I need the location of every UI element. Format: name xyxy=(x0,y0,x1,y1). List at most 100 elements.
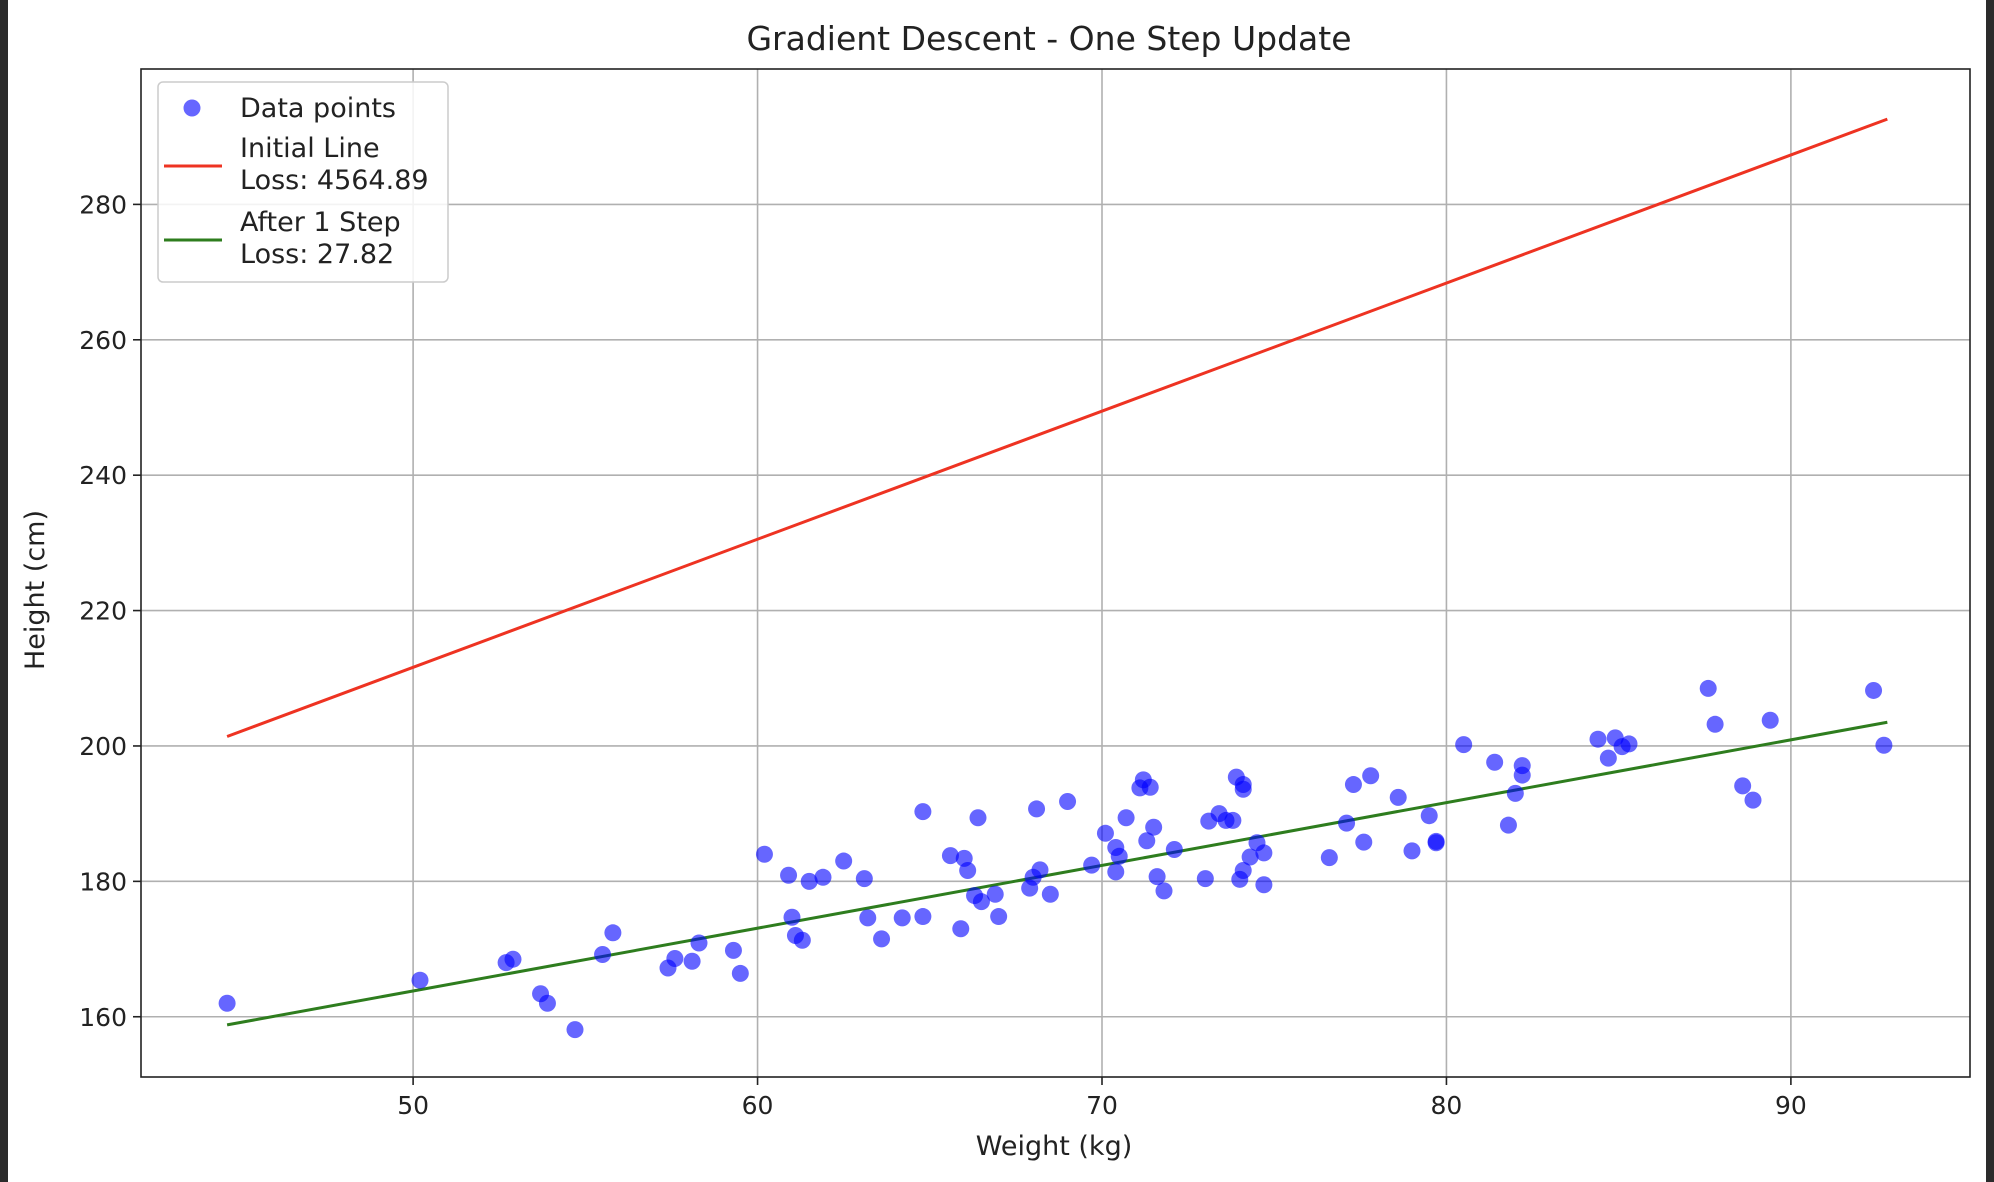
x-tick-label: 70 xyxy=(1086,1091,1118,1120)
data-point xyxy=(724,941,742,959)
data-point xyxy=(1875,736,1893,754)
y-tick-label: 220 xyxy=(79,597,127,626)
data-point xyxy=(1486,753,1504,771)
x-tick-label: 50 xyxy=(397,1091,429,1120)
data-points xyxy=(218,679,1893,1039)
data-point xyxy=(1234,776,1252,794)
chart-title: Gradient Descent - One Step Update xyxy=(746,19,1351,58)
x-axis-label: Weight (kg) xyxy=(976,1131,1133,1162)
x-tick-label: 80 xyxy=(1431,1091,1463,1120)
y-tick-label: 200 xyxy=(79,732,127,761)
legend-label-data-points: Data points xyxy=(240,93,396,124)
legend-loss-after-step: Loss: 27.82 xyxy=(240,239,394,270)
data-point xyxy=(1155,882,1173,900)
data-point xyxy=(218,994,236,1012)
y-axis-label: Height (cm) xyxy=(20,510,51,670)
data-point xyxy=(1117,809,1135,827)
legend-label-after-step: After 1 Step xyxy=(240,207,401,238)
figure: 50 60 70 80 90 160 180 200 220 240 260 280 Gradien… xyxy=(8,0,1986,1182)
data-point xyxy=(1234,862,1252,880)
data-point xyxy=(1255,844,1273,862)
data-point xyxy=(1196,870,1214,888)
data-point xyxy=(1620,735,1638,753)
data-point xyxy=(538,994,556,1012)
data-point xyxy=(755,845,773,863)
legend-marker-data-points xyxy=(183,99,201,117)
data-point xyxy=(683,952,701,970)
data-point xyxy=(1083,856,1101,874)
data-point xyxy=(1241,848,1259,866)
data-point xyxy=(1148,868,1166,886)
data-point xyxy=(1506,784,1524,802)
data-point xyxy=(835,852,853,870)
data-point xyxy=(666,950,684,968)
data-point xyxy=(1389,788,1407,806)
data-point xyxy=(1320,849,1338,867)
data-point xyxy=(1589,730,1607,748)
data-point xyxy=(604,924,622,942)
y-axis-ticks: 160 180 200 220 240 260 280 xyxy=(79,190,141,1032)
data-point xyxy=(1344,776,1362,794)
data-point xyxy=(1338,814,1356,832)
data-point xyxy=(1427,834,1445,852)
data-point xyxy=(1107,863,1125,881)
data-point xyxy=(1059,792,1077,810)
legend-loss-initial-line: Loss: 4564.89 xyxy=(240,165,429,196)
regression-lines xyxy=(226,117,1888,1027)
data-point xyxy=(1403,842,1421,860)
chart-svg: 50 60 70 80 90 160 180 200 220 240 260 280 Gradien… xyxy=(8,0,1986,1182)
data-point xyxy=(986,885,1004,903)
data-point xyxy=(594,945,612,963)
data-point xyxy=(793,931,811,949)
y-tick-label: 160 xyxy=(79,1003,127,1032)
data-point xyxy=(1513,757,1531,775)
data-point xyxy=(566,1021,584,1039)
data-point xyxy=(1255,876,1273,894)
plot-frame xyxy=(140,68,1971,1078)
data-point xyxy=(783,908,801,926)
data-point xyxy=(1041,885,1059,903)
data-point xyxy=(1145,818,1163,836)
data-point xyxy=(1761,711,1779,729)
data-point xyxy=(731,964,749,982)
data-point xyxy=(1734,777,1752,795)
data-point xyxy=(1028,800,1046,818)
y-tick-label: 280 xyxy=(79,190,127,219)
legend: Data points Initial Line Loss: 4564.89 A… xyxy=(157,81,449,283)
data-point xyxy=(914,803,932,821)
y-tick-label: 180 xyxy=(79,867,127,896)
data-point xyxy=(1599,749,1617,767)
data-point xyxy=(914,908,932,926)
data-point xyxy=(1499,816,1517,834)
data-point xyxy=(1699,679,1717,697)
data-point xyxy=(952,920,970,938)
data-point xyxy=(814,868,832,886)
data-point xyxy=(1355,833,1373,851)
data-point xyxy=(1165,841,1183,859)
data-point xyxy=(1141,778,1159,796)
data-point xyxy=(1138,832,1156,850)
data-point xyxy=(873,930,891,948)
series-line-1 xyxy=(226,117,1888,738)
legend-box xyxy=(157,81,449,283)
grid xyxy=(141,69,1970,1077)
data-point xyxy=(504,950,522,968)
data-point xyxy=(690,934,708,952)
data-point xyxy=(1706,715,1724,733)
data-point xyxy=(800,872,818,890)
data-point xyxy=(1096,824,1114,842)
data-point xyxy=(969,809,987,827)
data-point xyxy=(1031,861,1049,879)
data-point xyxy=(855,870,873,888)
data-point xyxy=(990,908,1008,926)
y-tick-label: 240 xyxy=(79,461,127,490)
data-point xyxy=(780,866,798,884)
y-tick-label: 260 xyxy=(79,326,127,355)
legend-label-initial-line: Initial Line xyxy=(240,133,380,164)
x-tick-label: 90 xyxy=(1775,1091,1807,1120)
data-point xyxy=(941,847,959,865)
data-point xyxy=(972,893,990,911)
x-axis-ticks: 50 60 70 80 90 xyxy=(397,1077,1807,1120)
data-point xyxy=(1362,767,1380,785)
x-tick-label: 60 xyxy=(742,1091,774,1120)
